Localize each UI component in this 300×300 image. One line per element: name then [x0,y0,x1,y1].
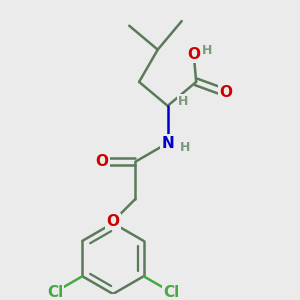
Text: Cl: Cl [47,285,63,300]
Text: Cl: Cl [163,285,179,300]
Text: N: N [161,136,174,151]
Text: H: H [180,140,190,154]
Text: O: O [219,85,232,100]
Text: H: H [202,44,213,57]
Text: O: O [95,154,108,169]
Text: H: H [178,95,188,108]
Text: O: O [106,214,119,229]
Text: O: O [187,46,200,62]
